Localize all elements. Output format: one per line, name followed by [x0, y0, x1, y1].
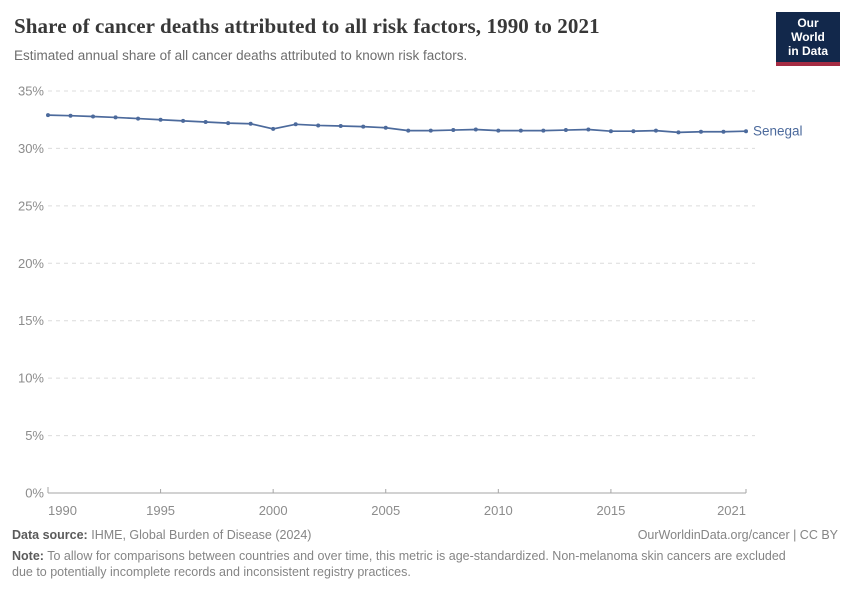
y-axis-tick-label: 5% [25, 428, 44, 443]
y-axis-tick-label: 30% [18, 141, 44, 156]
x-axis-tick-label: 1990 [48, 503, 77, 518]
data-point [46, 113, 50, 118]
data-point [631, 129, 636, 134]
data-point [451, 128, 456, 133]
data-point [158, 117, 163, 122]
y-axis-tick-label: 15% [18, 313, 44, 328]
data-point [586, 127, 591, 132]
chart-note: Note: To allow for comparisons between c… [12, 549, 800, 580]
chart-footer: Data source: IHME, Global Burden of Dise… [12, 528, 838, 580]
data-point [518, 128, 523, 133]
data-point [496, 128, 501, 133]
data-point [361, 124, 366, 129]
data-point [608, 129, 613, 134]
data-point [203, 120, 208, 125]
data-point [428, 128, 433, 133]
y-axis-tick-label: 10% [18, 371, 44, 386]
note-text: To allow for comparisons between countri… [12, 549, 786, 579]
data-point [563, 128, 568, 133]
x-axis-tick-label: 2005 [371, 503, 400, 518]
x-axis-tick-label: 2015 [596, 503, 625, 518]
owid-logo-text-line1: Our World [791, 16, 825, 44]
line-chart-svg: 0% 5% 10% 15% 20% 25% 30% 35% 1990 1995 2000 2005 20… [18, 84, 803, 519]
owid-logo-text-line2: in Data [787, 43, 828, 58]
data-point [473, 127, 478, 132]
data-point [744, 129, 748, 134]
note-label: Note: [12, 549, 44, 563]
data-point [68, 113, 73, 118]
data-point [91, 114, 96, 119]
y-axis-tick-label: 20% [18, 256, 44, 271]
owid-logo: Our World in Data [776, 12, 840, 67]
data-point [293, 122, 298, 127]
y-axis-tick-label: 35% [18, 84, 44, 99]
data-point [181, 118, 186, 123]
data-point [316, 123, 321, 128]
line-chart: 0% 5% 10% 15% 20% 25% 30% 35% 1990 1995 2000 2005 20… [0, 78, 850, 523]
x-axis-tick-label: 2000 [259, 503, 288, 518]
data-point [113, 115, 118, 120]
data-point [721, 129, 726, 134]
chart-subtitle: Estimated annual share of all cancer dea… [14, 48, 468, 63]
data-point [226, 121, 231, 126]
data-point [698, 129, 703, 134]
data-point [383, 125, 388, 130]
data-point [338, 124, 343, 129]
data-line [47, 114, 747, 134]
data-point [136, 116, 141, 121]
data-point [676, 130, 681, 135]
x-axis-tick-label: 2021 [717, 503, 746, 518]
data-point [271, 126, 276, 131]
data-source: Data source: IHME, Global Burden of Dise… [12, 528, 311, 542]
data-point [248, 121, 253, 126]
data-point [541, 128, 546, 133]
data-point [653, 128, 658, 133]
data-source-label: Data source: [12, 528, 88, 542]
license-text: OurWorldinData.org/cancer | CC BY [637, 528, 838, 542]
y-axis-tick-label: 25% [18, 198, 44, 213]
page-title: Share of cancer deaths attributed to all… [14, 14, 600, 38]
data-source-value: IHME, Global Burden of Disease (2024) [91, 528, 312, 542]
chart-header: Share of cancer deaths attributed to all… [14, 12, 840, 67]
y-axis-tick-label: 0% [25, 486, 44, 501]
data-point [406, 128, 411, 133]
x-axis-tick-label: 2010 [484, 503, 513, 518]
series-label: Senegal [753, 124, 803, 139]
x-axis-tick-label: 1995 [146, 503, 175, 518]
